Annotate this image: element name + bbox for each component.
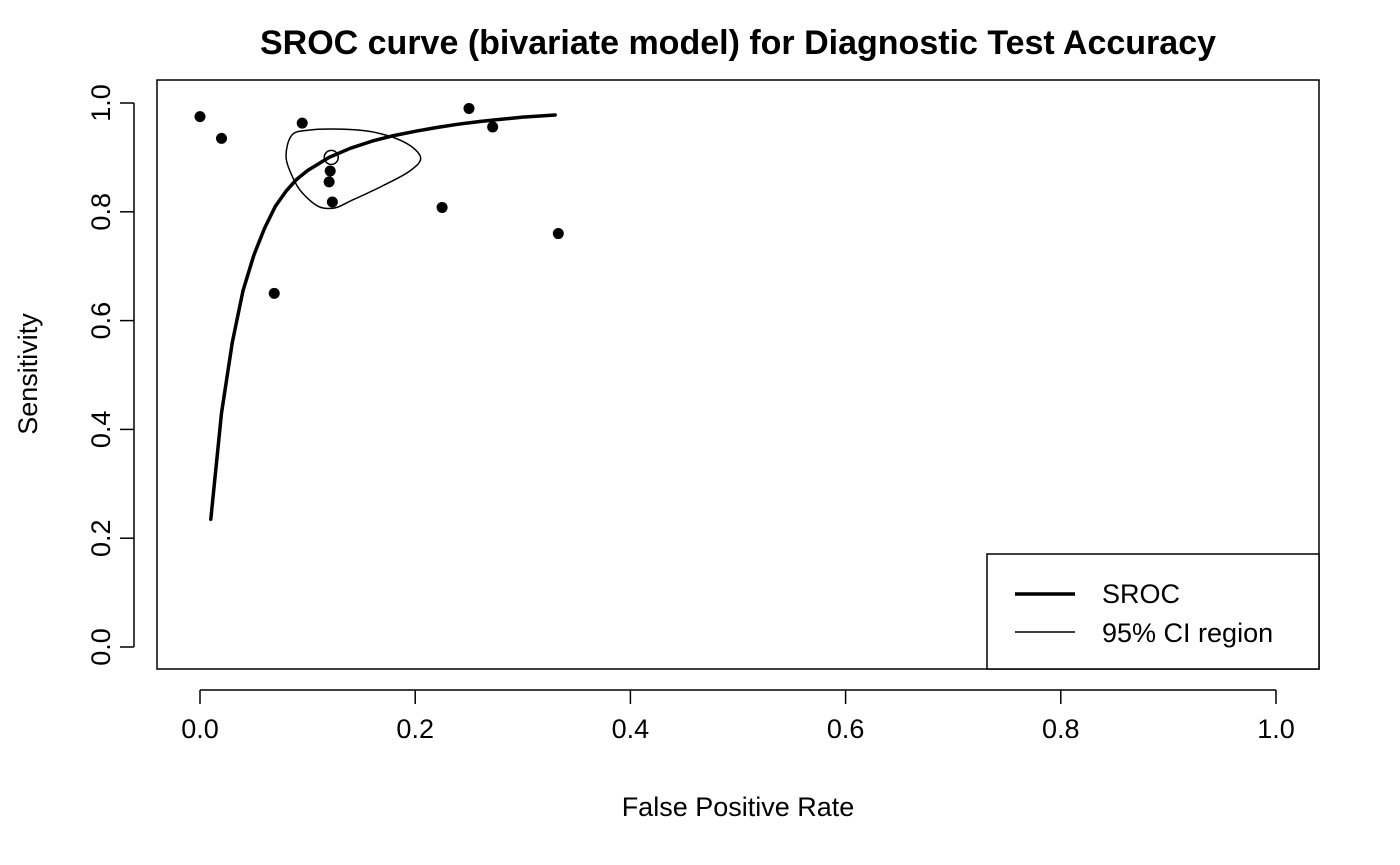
- study-point: [552, 228, 564, 240]
- study-point: [296, 117, 308, 129]
- ci-region-ellipse: [285, 128, 422, 210]
- y-tick-label: 0.8: [86, 193, 116, 231]
- chart-title: SROC curve (bivariate model) for Diagnos…: [260, 24, 1216, 62]
- plot-area: 0.0 0.2 0.4 0.6 0.8 1.0 0.0 0.2 0.4 0.6 0.8 1.0: [86, 79, 1320, 744]
- x-tick-label: 0.8: [1042, 714, 1080, 744]
- x-tick-label: 0.2: [396, 714, 434, 744]
- y-tick-label: 0.4: [86, 411, 116, 449]
- x-tick-label: 0.6: [827, 714, 865, 744]
- study-point: [268, 287, 280, 299]
- summary-point: [323, 149, 340, 166]
- x-tick-label: 0.4: [612, 714, 650, 744]
- legend: SROC 95% CI region: [986, 553, 1320, 670]
- study-point: [436, 201, 448, 213]
- legend-label-sroc: SROC: [1102, 579, 1180, 609]
- y-axis-title: Sensitivity: [13, 313, 43, 435]
- study-point: [323, 176, 335, 188]
- y-tick-label: 0.6: [86, 302, 116, 340]
- y-tick-label: 1.0: [86, 84, 116, 122]
- study-point: [194, 111, 206, 123]
- legend-label-ci: 95% CI region: [1102, 618, 1273, 648]
- study-point: [326, 196, 338, 208]
- y-tick-label: 0.2: [86, 519, 116, 557]
- x-tick-label: 1.0: [1257, 714, 1295, 744]
- study-point: [487, 121, 499, 133]
- x-axis-title: False Positive Rate: [622, 792, 855, 822]
- y-tick-label: 0.0: [86, 628, 116, 666]
- plot-frame: [156, 79, 1320, 670]
- study-point: [324, 165, 336, 177]
- legend-box: [986, 553, 1320, 670]
- study-point: [463, 102, 475, 114]
- study-point: [216, 132, 228, 144]
- sroc-curve: [209, 113, 557, 521]
- x-tick-label: 0.0: [181, 714, 219, 744]
